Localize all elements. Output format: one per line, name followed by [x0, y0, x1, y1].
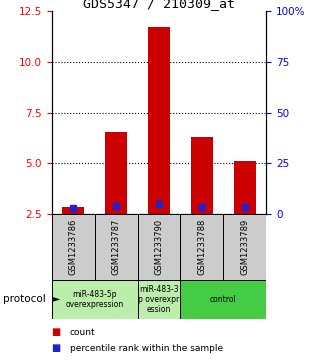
- Text: protocol  ►: protocol ►: [3, 294, 61, 305]
- Bar: [148, 27, 170, 214]
- Bar: [52, 214, 95, 280]
- Text: count: count: [70, 328, 96, 337]
- Bar: [180, 214, 223, 280]
- Bar: [180, 280, 266, 319]
- Text: GSM1233787: GSM1233787: [112, 219, 121, 275]
- Text: GSM1233789: GSM1233789: [240, 219, 249, 275]
- Text: ■: ■: [52, 343, 61, 354]
- Bar: [52, 280, 138, 319]
- Bar: [62, 207, 84, 214]
- Bar: [105, 132, 127, 214]
- Text: ■: ■: [52, 327, 61, 337]
- Text: miR-483-3
p overexpr
ession: miR-483-3 p overexpr ession: [139, 285, 179, 314]
- Text: control: control: [210, 295, 237, 304]
- Text: miR-483-5p
overexpression: miR-483-5p overexpression: [66, 290, 124, 309]
- Text: percentile rank within the sample: percentile rank within the sample: [70, 344, 223, 353]
- Title: GDS5347 / 210309_at: GDS5347 / 210309_at: [83, 0, 235, 10]
- Bar: [223, 214, 266, 280]
- Bar: [234, 161, 256, 214]
- Text: GSM1233788: GSM1233788: [197, 219, 206, 275]
- Bar: [138, 280, 180, 319]
- Text: GSM1233786: GSM1233786: [69, 219, 78, 275]
- Text: GSM1233790: GSM1233790: [155, 219, 164, 275]
- Bar: [191, 137, 213, 214]
- Bar: [138, 214, 180, 280]
- Bar: [95, 214, 138, 280]
